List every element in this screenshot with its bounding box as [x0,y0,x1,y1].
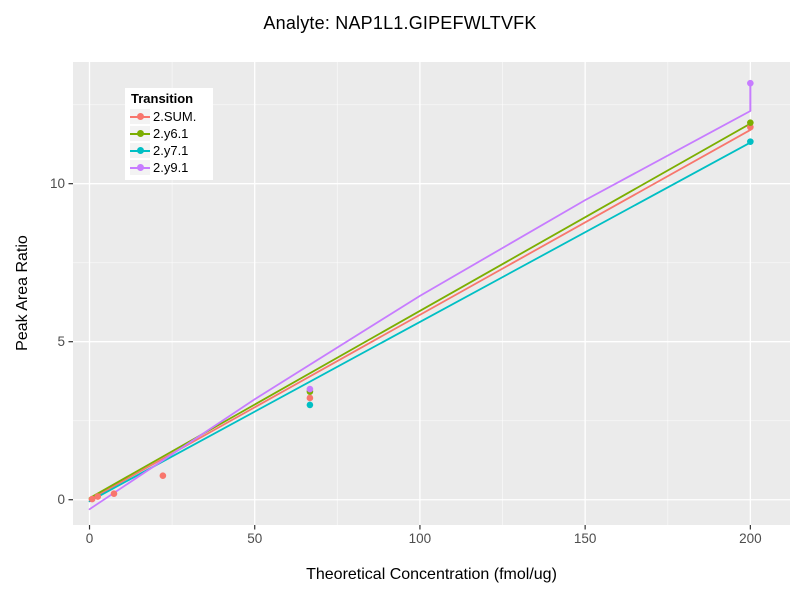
legend-key-dot [136,163,144,171]
fit-line-2.SUM. [88,129,752,501]
legend-item-2.SUM.: 2.SUM. [130,108,208,125]
legend-key-icon [130,109,150,124]
y-tick-label: 0 [57,492,65,507]
data-point-2.SUM. [110,490,118,498]
legend-item-label: 2.y6.1 [153,126,189,141]
x-axis-title: Theoretical Concentration (fmol/ug) [306,566,557,583]
legend-key-icon [130,160,150,175]
data-point-2.y7.1 [306,401,314,409]
legend-item-label: 2.SUM. [153,109,197,124]
legend-key-icon [130,143,150,158]
data-point-2.y9.1 [306,385,314,393]
plot-title: Analyte: NAP1L1.GIPEFWLTVFK [263,13,537,33]
legend-item-label: 2.y9.1 [153,160,189,175]
fit-line-2.y9.1 [88,110,752,511]
y-tick-label: 10 [50,176,65,191]
data-point-2.y7.1 [747,138,754,145]
legend-item-2.y6.1: 2.y6.1 [130,125,208,142]
data-point-2.y9.1 [747,79,754,87]
data-point-2.SUM. [94,493,102,500]
data-point-2.SUM. [306,394,314,402]
x-tick-label: 100 [409,531,432,546]
legend-items: 2.SUM. 2.y6.1 2.y7.1 2.y9.1 [130,108,208,176]
legend-key-dot [136,146,144,154]
x-tick-label: 150 [574,531,597,546]
x-tick-label: 50 [247,531,262,546]
x-tick-label: 200 [739,531,762,546]
y-axis-title: Peak Area Ratio [14,235,31,351]
legend-item-2.y9.1: 2.y9.1 [130,159,208,176]
data-point-2.SUM. [159,472,167,479]
legend-key-dot [136,129,144,137]
legend-item-label: 2.y7.1 [153,143,189,158]
legend-box: Transition 2.SUM. 2.y6.1 2.y7.1 2.y9.1 [125,88,213,180]
y-tick-label: 5 [57,334,65,349]
legend-key-dot [136,112,144,120]
legend-title: Transition [131,91,194,106]
x-tick-label: 0 [86,531,94,546]
data-point-2.SUM. [88,495,96,503]
fit-line-2.y7.1 [88,141,752,503]
legend-item-2.y7.1: 2.y7.1 [130,142,208,159]
data-point-2.y6.1 [747,119,754,126]
legend-key-icon [130,126,150,141]
